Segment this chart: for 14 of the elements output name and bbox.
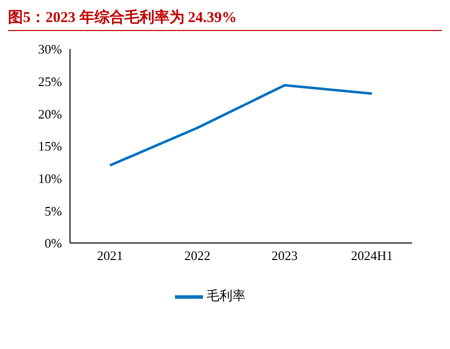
- y-tick-label: 25%: [38, 74, 62, 89]
- x-tick-label: 2023: [272, 248, 298, 264]
- y-tick-label: 20%: [38, 106, 62, 122]
- y-tick-label: 30%: [38, 42, 62, 57]
- legend-label: 毛利率: [206, 288, 246, 303]
- line-series: [108, 84, 374, 167]
- y-tick-label: 10%: [38, 170, 62, 186]
- x-tick-label: 2021: [97, 248, 123, 264]
- x-tick-label: 2024H1: [351, 248, 393, 264]
- y-tick-label: 15%: [38, 138, 62, 154]
- x-tick-label: 2022: [184, 248, 210, 264]
- y-tick-label: 0%: [44, 236, 62, 251]
- chart-title: 图5：2023 年综合毛利率为 24.39%: [8, 8, 442, 31]
- y-tick-label: 5%: [44, 203, 62, 218]
